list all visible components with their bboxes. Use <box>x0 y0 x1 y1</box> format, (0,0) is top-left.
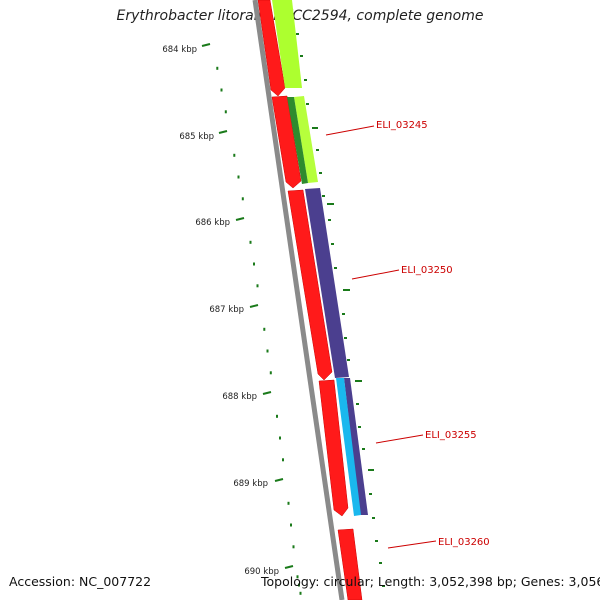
scale-dot <box>298 583 300 587</box>
cds-arrow[interactable] <box>318 379 349 517</box>
lime-feature[interactable] <box>272 0 302 88</box>
gene-label[interactable]: ELI_03245 <box>376 120 428 131</box>
scale-dot <box>287 501 290 505</box>
scale-dot <box>220 88 223 92</box>
scale-dot <box>279 436 281 440</box>
scale-dot <box>237 175 240 179</box>
cds-arrow[interactable] <box>271 95 302 189</box>
kbp-label: 685 kbp <box>179 132 214 142</box>
forward-strand-features <box>257 0 363 600</box>
kbp-label: 689 kbp <box>233 479 268 489</box>
kbp-label: 687 kbp <box>209 305 244 315</box>
lime-feature[interactable] <box>294 96 318 183</box>
scale-dot <box>241 197 244 201</box>
scale-dot <box>276 414 278 418</box>
scale-dot <box>263 327 266 331</box>
scale-dot <box>299 591 302 595</box>
kbp-label: 684 kbp <box>162 45 197 55</box>
reverse-strand-features <box>272 0 368 516</box>
scale-dot <box>249 240 252 244</box>
gene-label[interactable]: ELI_03260 <box>438 537 490 548</box>
kbp-label: 688 kbp <box>222 392 257 402</box>
gene-label-leaders <box>325 125 437 549</box>
purple-feature[interactable] <box>305 188 349 378</box>
genome-backbone <box>252 0 345 600</box>
cds-arrow[interactable] <box>337 528 363 600</box>
right-ticks <box>296 33 385 587</box>
purple-feature[interactable] <box>344 378 368 515</box>
gene-labels: ELI_03245 ELI_03250 ELI_03255 ELI_03260 <box>376 120 490 548</box>
scale-dot <box>266 349 269 353</box>
scale-dot <box>216 66 219 70</box>
kbp-labels: 684 kbp 685 kbp 686 kbp 687 kbp 688 kbp … <box>162 45 279 577</box>
cds-arrow[interactable] <box>287 189 333 381</box>
scale-dot <box>296 575 299 579</box>
scale-dot <box>290 523 292 527</box>
scale-dot <box>292 545 295 549</box>
scale-dot <box>233 153 236 157</box>
scale-dots <box>216 66 302 595</box>
scale-dot <box>282 458 284 462</box>
accession-text: Accession: NC_007722 <box>9 574 152 589</box>
genome-summary: Topology: circular; Length: 3,052,398 bp… <box>261 574 600 589</box>
gene-label[interactable]: ELI_03250 <box>401 265 453 276</box>
kbp-label: 690 kbp <box>244 567 279 577</box>
kbp-ticks <box>201 43 294 569</box>
scale-dot <box>256 284 259 288</box>
scale-dot <box>269 371 272 375</box>
gene-label[interactable]: ELI_03255 <box>425 430 477 441</box>
cyan-feature[interactable] <box>336 378 361 516</box>
scale-dot <box>224 110 227 114</box>
map-title: Erythrobacter litoralis HTCC2594, comple… <box>116 8 484 24</box>
cds-arrow[interactable] <box>257 0 286 97</box>
darkgreen-feature[interactable] <box>287 97 308 184</box>
scale-dot <box>253 262 255 266</box>
kbp-label: 686 kbp <box>195 218 230 228</box>
